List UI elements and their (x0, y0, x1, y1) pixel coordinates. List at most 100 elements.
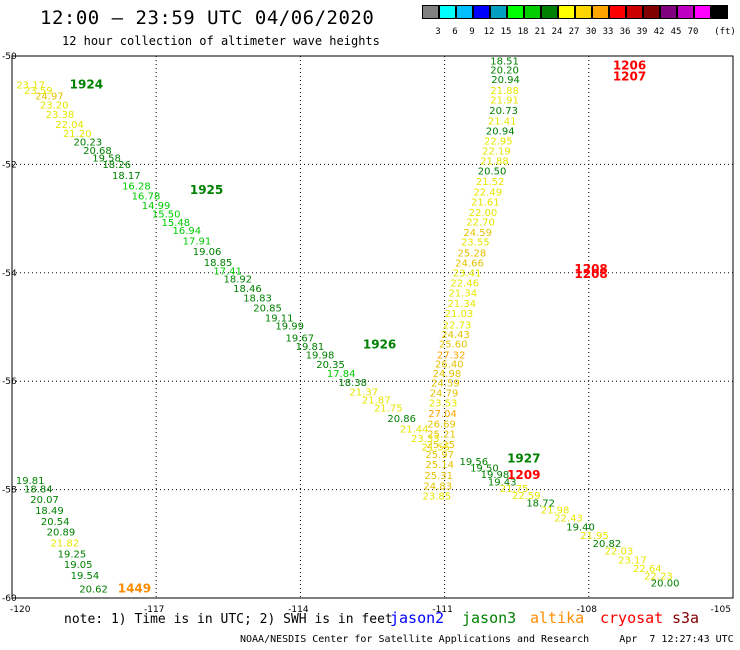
x-tick-label: -117 (144, 605, 164, 615)
data-label-jason3: 22.59 (512, 491, 541, 502)
y-tick-label: -50 (2, 52, 17, 62)
data-label-jason3: 20.86 (387, 414, 416, 425)
data-label-altika: 19.25 (58, 549, 87, 560)
data-label-jason3: 22.64 (633, 564, 662, 575)
data-label-cryosat: 27.04 (428, 409, 457, 420)
scale-swatch (643, 5, 660, 19)
data-label-cryosat: 25.60 (439, 340, 468, 351)
time-label: 1926 (363, 338, 396, 352)
data-label-cryosat: 21.41 (488, 116, 517, 127)
scale-tick-label: 45 (670, 27, 682, 37)
x-tick-label: -108 (577, 605, 598, 615)
data-label-cryosat: 25.25 (426, 440, 455, 451)
data-label-altika: 19.54 (71, 571, 100, 582)
data-label-cryosat: 21.34 (447, 299, 476, 310)
data-label-cryosat: 25.21 (427, 430, 456, 441)
data-label-cryosat: 18.51 (490, 57, 519, 68)
data-label-jason3: 21.98 (541, 505, 570, 516)
y-tick-label: -56 (2, 377, 17, 387)
y-tick-label: -54 (2, 269, 17, 279)
scale-swatch (541, 5, 558, 19)
data-label-jason3: 18.26 (102, 160, 131, 171)
scale-tick-label: 3 (435, 27, 441, 37)
data-label-jason3: 18.92 (223, 275, 252, 286)
time-label: 1209 (507, 468, 540, 482)
scale-swatch (694, 5, 711, 19)
data-label-cryosat: 24.98 (433, 369, 462, 380)
data-label-cryosat: 20.94 (491, 75, 520, 86)
data-label-cryosat: 26.40 (435, 360, 464, 371)
data-label-jason3: 19.98 (306, 350, 335, 361)
scale-tick-label: 18 (517, 27, 529, 37)
scale-swatch (507, 5, 524, 19)
data-label-cryosat: 22.95 (484, 136, 513, 147)
scale-swatch (711, 5, 728, 19)
legend-jason3: jason3 (462, 609, 517, 627)
data-label-jason3: 21.20 (63, 129, 92, 140)
chart-subtitle: 12 hour collection of altimeter wave hei… (62, 34, 380, 48)
legend-altika: altika (530, 609, 585, 627)
data-label-cryosat: 24.43 (441, 330, 470, 341)
x-tick-label: -111 (432, 605, 452, 615)
data-label-jason3: 21.37 (349, 387, 378, 398)
scale-tick-label: 42 (653, 27, 665, 37)
data-label-cryosat: 21.61 (471, 198, 500, 209)
data-label-cryosat: 23.55 (461, 238, 490, 249)
scale-tick-label: 6 (452, 27, 458, 37)
data-label-altika: 20.89 (47, 528, 76, 539)
data-label-cryosat: 23.53 (429, 399, 458, 410)
data-label-jason3: 19.43 (488, 477, 517, 488)
scale-swatch (660, 5, 677, 19)
time-label: 1927 (507, 452, 540, 466)
data-label-jason3: 23.38 (46, 110, 75, 121)
data-label-cryosat: 24.59 (431, 379, 460, 390)
scale-swatch (490, 5, 507, 19)
data-label-jason3: 18.83 (243, 294, 272, 305)
data-label-cryosat: 24.83 (423, 482, 452, 493)
data-label-jason3: 23.59 (24, 86, 53, 97)
note-text: note: 1) Time is in UTC; 2) SWH is in fe… (64, 612, 393, 627)
data-label-jason3: 19.81 (296, 342, 325, 353)
data-label-jason3: 17.41 (213, 266, 242, 277)
data-label-cryosat: 24.66 (455, 258, 484, 269)
time-label: 1208 (574, 267, 607, 281)
data-label-cryosat: 21.91 (490, 96, 519, 107)
scale-swatch (609, 5, 626, 19)
data-label-altika: 19.81 (16, 476, 45, 487)
data-label-jason3: 18.46 (233, 284, 262, 295)
data-label-cryosat: 21.34 (448, 289, 477, 300)
data-label-jason3: 21.55 (422, 443, 451, 454)
data-label-cryosat: 22.46 (450, 278, 479, 289)
data-label-jason3: 19.98 (481, 470, 510, 481)
time-label: 1207 (613, 69, 646, 83)
data-label-cryosat: 22.73 (443, 321, 472, 332)
data-label-jason3: 22.23 (644, 572, 673, 583)
data-label-jason3: 16.28 (122, 181, 151, 192)
data-label-cryosat: 22.00 (469, 208, 498, 219)
scale-tick-label: 15 (500, 27, 512, 37)
scale-tick-label: 12 (483, 27, 495, 37)
data-label-cryosat: 22.70 (466, 218, 495, 229)
data-label-jason3: 19.99 (275, 322, 304, 333)
data-label-altika: 19.05 (64, 560, 93, 571)
data-label-cryosat: 22.19 (482, 147, 511, 158)
data-label-cryosat: 21.88 (490, 86, 519, 97)
data-label-cryosat: 26.69 (427, 419, 456, 430)
data-label-jason3: 19.56 (460, 457, 489, 468)
data-label-cryosat: 25.31 (424, 471, 453, 482)
scale-swatch (677, 5, 694, 19)
data-label-jason3: 21.75 (374, 404, 403, 415)
scale-swatch (473, 5, 490, 19)
credit-line: NOAA/NESDIS Center for Satellite Applica… (240, 634, 740, 645)
data-label-jason3: 18.17 (112, 171, 141, 182)
data-label-jason3: 16.78 (132, 192, 161, 203)
scale-tick-label: 36 (619, 27, 631, 37)
scale-swatch (626, 5, 643, 19)
plot-frame (11, 55, 734, 599)
y-tick-label: -58 (2, 486, 17, 496)
data-label-jason3: 23.17 (16, 81, 45, 92)
x-tick-label: -120 (10, 605, 31, 615)
scale-tick-label: 9 (469, 27, 475, 37)
